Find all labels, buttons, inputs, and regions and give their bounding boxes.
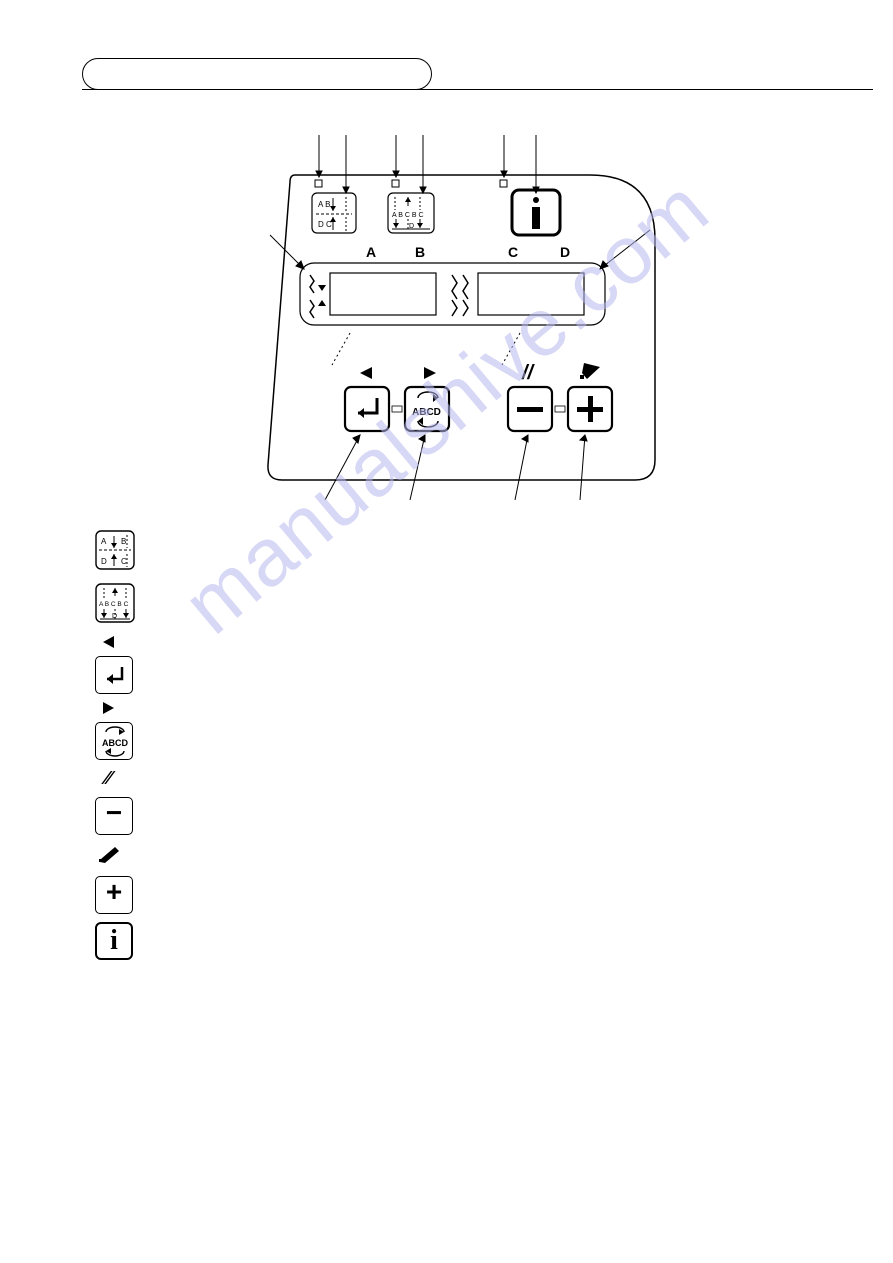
control-panel-diagram: A B D C A B C B C D A B C D <box>260 135 670 500</box>
legend-bartack-start-end: A B D C <box>95 530 155 575</box>
header-capsule <box>82 58 432 90</box>
btn-minus[interactable] <box>508 387 552 431</box>
callout-arrows-bottom <box>325 435 587 500</box>
info-dot-icon <box>533 197 539 203</box>
mid-zig-4 <box>463 300 468 316</box>
legend-info: i <box>95 922 155 960</box>
legend-cycle-abcd: ABCD <box>95 722 155 760</box>
bartack-fixed-row: A B C B C <box>392 212 424 219</box>
mid-zig-3 <box>452 300 457 316</box>
legend-nav-left <box>95 636 155 648</box>
legend-plus: + <box>95 876 155 914</box>
legend-nav-right <box>95 702 155 714</box>
join-2 <box>555 406 565 412</box>
svg-text:A: A <box>101 537 107 546</box>
info-stem-icon <box>532 207 540 229</box>
svg-text:D: D <box>101 557 107 566</box>
col-D: D <box>560 244 570 260</box>
triangle-left-icon <box>103 636 114 648</box>
legend-pencil <box>95 843 155 868</box>
btn-enter[interactable] <box>345 387 389 431</box>
slashes-icon: // <box>521 362 536 384</box>
minus-icon: − <box>96 798 132 828</box>
triangle-right-icon <box>103 702 114 714</box>
arrow-up-icon <box>318 300 326 306</box>
legend-slash: ⁄⁄ <box>95 768 155 789</box>
join-1 <box>392 406 402 412</box>
svg-text:B: B <box>121 537 126 546</box>
col-C: C <box>508 244 518 260</box>
abcd-label: ABCD <box>412 407 441 418</box>
display-AB <box>330 273 436 315</box>
zigzag-icon-2 <box>310 300 314 318</box>
legend-minus: − <box>95 797 155 835</box>
legend-bartack-fixed: A B C B C D <box>95 583 155 628</box>
zigzag-icon <box>310 275 314 293</box>
slashes-icon: ⁄⁄ <box>105 768 155 789</box>
mid-zig-2 <box>463 275 468 299</box>
header-rule <box>82 89 873 90</box>
page-header <box>82 58 873 98</box>
callout-arrows-top <box>316 135 539 193</box>
svg-text:C: C <box>121 557 127 566</box>
bartack-glyph-row1: A B <box>318 200 330 209</box>
svg-text:ABCD: ABCD <box>102 738 128 748</box>
display-CD <box>478 273 584 315</box>
legend-enter <box>95 656 155 694</box>
bartack-fixed-d: D <box>409 223 414 230</box>
btn-cycle-abcd[interactable]: ABCD <box>405 387 449 431</box>
svg-text:D: D <box>112 613 117 620</box>
tri-right-icon <box>424 367 436 379</box>
plus-icon: + <box>96 877 132 907</box>
dotted-guide-2 <box>502 333 520 365</box>
mid-zig-1 <box>452 275 457 299</box>
svg-text:A B C B C: A B C B C <box>99 601 129 608</box>
dotted-guide-1 <box>332 333 350 365</box>
led-1 <box>315 180 322 187</box>
legend-column: A B D C A B C B C D <box>95 530 155 968</box>
bartack-glyph-row2: D C <box>318 220 332 229</box>
led-2 <box>392 180 399 187</box>
info-icon: i <box>97 924 131 958</box>
col-B: B <box>415 244 425 260</box>
arrow-down-icon <box>318 285 326 291</box>
led-3 <box>500 180 507 187</box>
col-A: A <box>366 244 376 260</box>
tri-left-icon <box>360 367 372 379</box>
btn-plus[interactable] <box>568 387 612 431</box>
pencil-icon <box>582 363 600 379</box>
